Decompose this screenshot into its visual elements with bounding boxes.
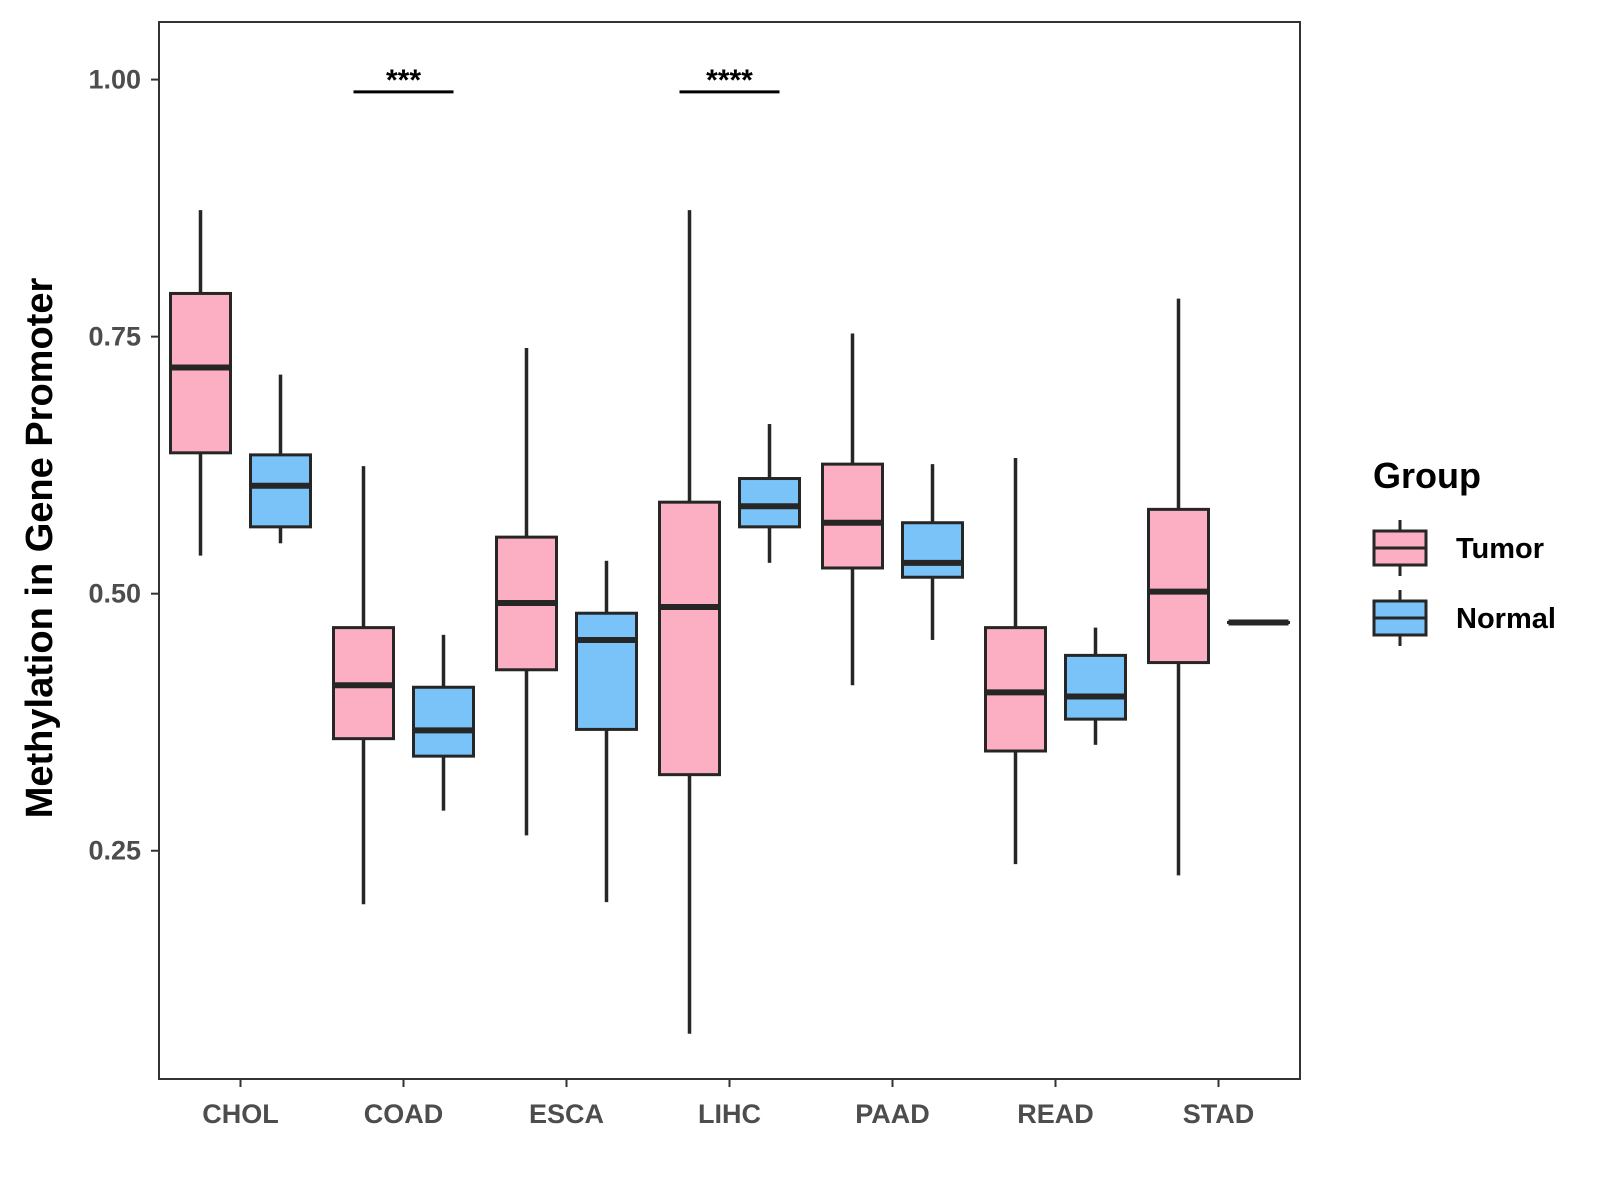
x-tick-label: ESCA: [529, 1099, 604, 1129]
box-normal-coad: [412, 634, 475, 811]
box-tumor-lihc: [658, 210, 721, 1034]
significance-label: ****: [706, 64, 753, 97]
box-iqr: [1064, 653, 1127, 721]
x-tick-label: LIHC: [698, 1099, 761, 1129]
box-normal-paad: [901, 464, 964, 640]
plot-panel: 0.25 0.50 0.75 1.00 CHOL COAD ESCA LIHC PAAD READ…: [88, 21, 1301, 1129]
box-iqr: [738, 477, 801, 529]
y-tick-label: 1.00: [88, 65, 141, 95]
box-iqr: [658, 500, 721, 777]
y-tick-label: 0.75: [88, 322, 141, 352]
box-tumor-chol: [169, 210, 232, 556]
box-iqr: [575, 611, 638, 731]
box-iqr: [901, 521, 964, 579]
legend-label: Tumor: [1456, 533, 1544, 565]
significance-label: ***: [386, 64, 421, 97]
box-normal-read: [1064, 627, 1127, 745]
box-normal-esca: [575, 560, 638, 903]
legend-title: Group: [1373, 455, 1481, 496]
box-iqr: [1147, 507, 1210, 665]
legend-label: Normal: [1456, 603, 1556, 635]
legend: Group Tumor Normal: [1372, 455, 1556, 646]
x-tick-label: STAD: [1183, 1099, 1255, 1129]
box-tumor-esca: [495, 347, 558, 836]
box-iqr: [412, 685, 475, 758]
box-iqr: [984, 626, 1047, 753]
box-tumor-read: [984, 457, 1047, 865]
box-iqr: [821, 462, 884, 570]
x-tick-label: COAD: [364, 1099, 444, 1129]
box-tumor-coad: [332, 466, 395, 905]
x-tick-label: READ: [1017, 1099, 1094, 1129]
x-tick-label: CHOL: [202, 1099, 279, 1129]
box-normal-lihc: [738, 424, 801, 563]
y-axis-title: Methylation in Gene Promoter: [19, 278, 61, 819]
box-iqr: [249, 453, 312, 529]
y-tick-label: 0.25: [88, 836, 141, 866]
box-normal-chol: [249, 374, 312, 544]
box-tumor-stad: [1147, 298, 1210, 876]
box-tumor-paad: [821, 333, 884, 686]
y-tick-label: 0.50: [88, 579, 141, 609]
x-tick-label: PAAD: [855, 1099, 930, 1129]
box-iqr: [169, 291, 232, 455]
legend-item-normal: Normal: [1372, 590, 1556, 646]
legend-item-tumor: Tumor: [1372, 520, 1544, 576]
